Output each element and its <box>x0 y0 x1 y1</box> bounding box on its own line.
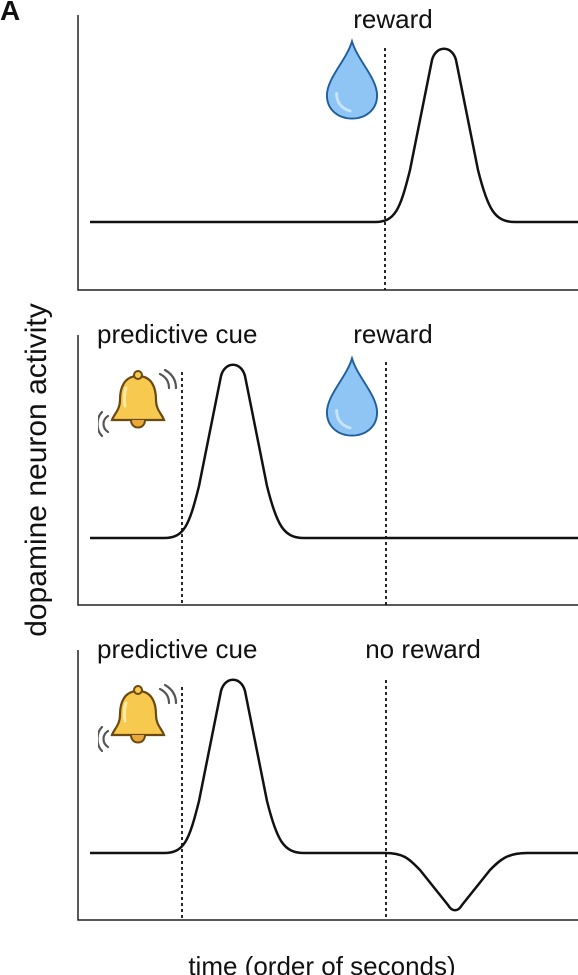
axes <box>77 650 578 921</box>
x-axis-label: time (order of seconds) <box>188 951 455 975</box>
cue-label: predictive cue <box>97 634 257 664</box>
activity-curve <box>90 678 578 912</box>
reward-drop <box>325 39 379 121</box>
panel-label: A <box>0 0 20 26</box>
cue-bell <box>98 368 178 438</box>
activity-curve <box>90 363 578 540</box>
event-label: no reward <box>365 634 481 664</box>
activity-curve <box>90 47 578 224</box>
axes <box>77 335 578 606</box>
axes <box>77 15 578 291</box>
event-label: reward <box>353 319 432 349</box>
event-label: reward <box>353 4 432 34</box>
cue-label: predictive cue <box>97 319 257 349</box>
reward-drop <box>325 356 379 438</box>
cue-bell <box>98 683 178 753</box>
y-axis-label: dopamine neuron activity <box>20 303 53 637</box>
